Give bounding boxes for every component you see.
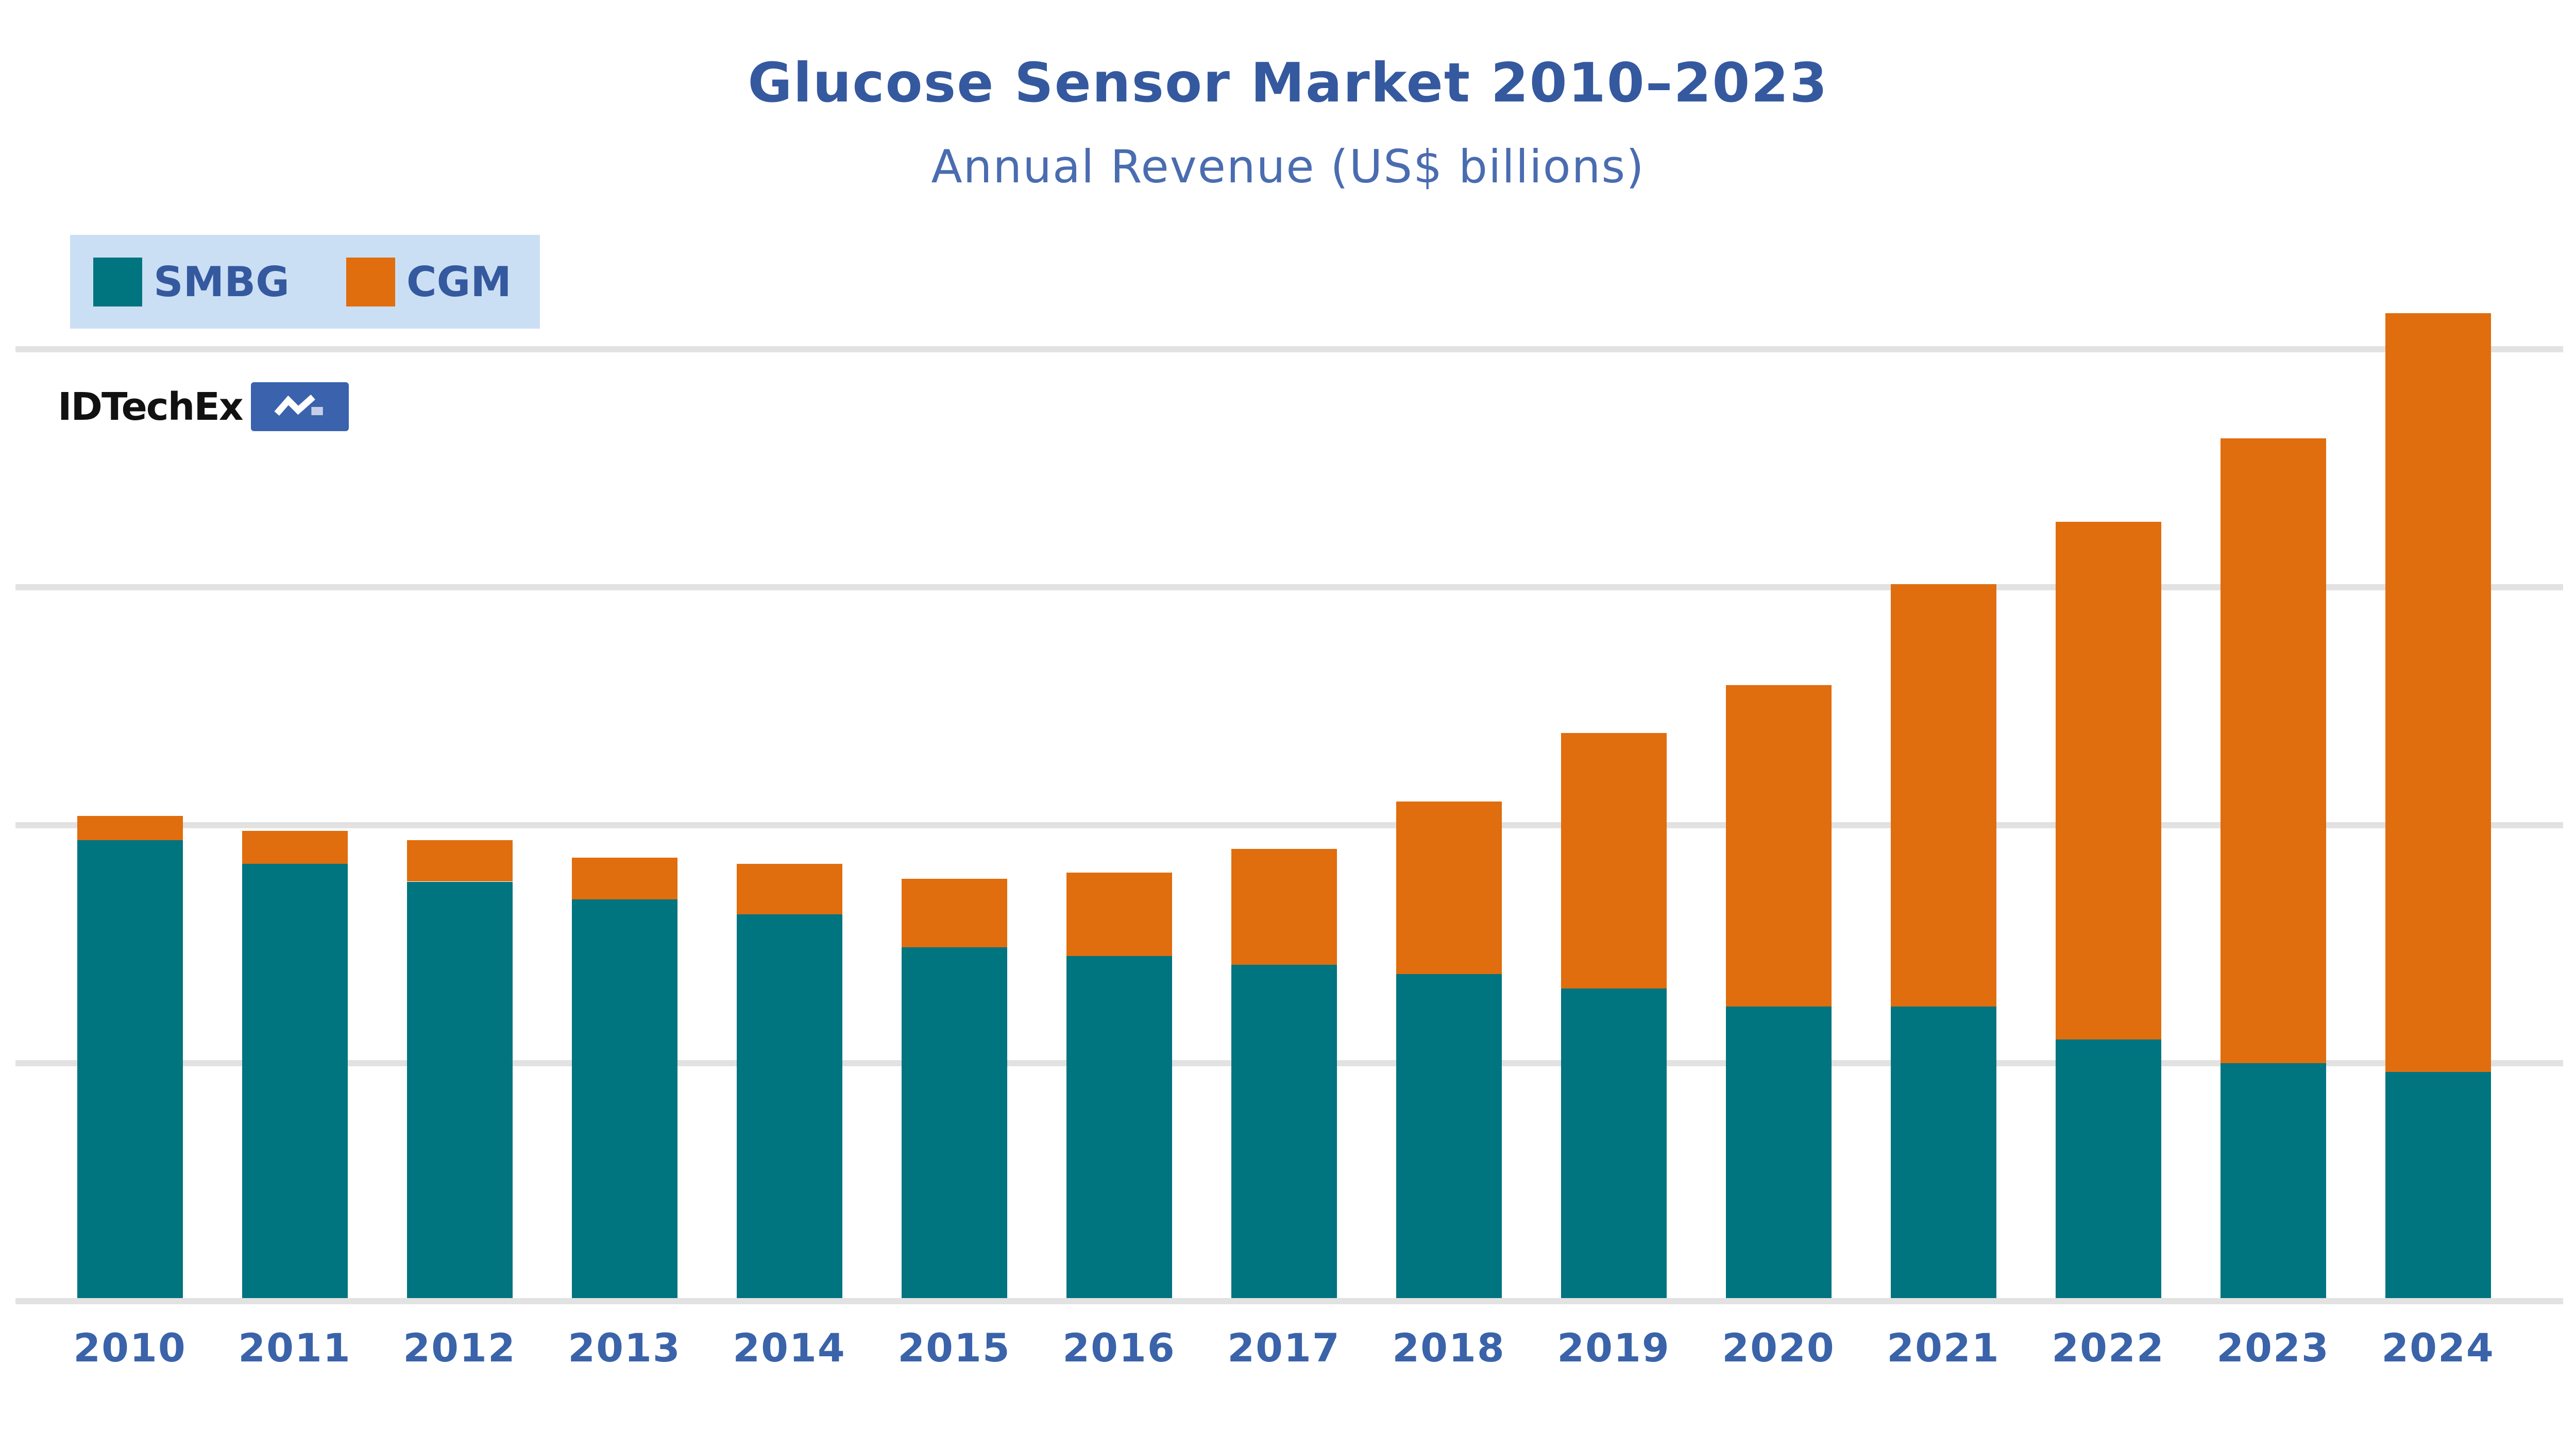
- bar-2012-smbg-segment: [406, 881, 513, 1298]
- cgm-swatch-icon: [346, 257, 395, 306]
- gridline-y-16: [15, 346, 2563, 352]
- x-axis-label-2020: 2020: [1722, 1325, 1835, 1371]
- x-axis-label-2019: 2019: [1557, 1325, 1670, 1371]
- legend-label-smbg: SMBG: [154, 258, 290, 306]
- x-axis-label-2024: 2024: [2381, 1325, 2495, 1371]
- x-axis-label-2015: 2015: [897, 1325, 1011, 1371]
- x-axis-label-2022: 2022: [2052, 1325, 2165, 1371]
- logo-glyph-icon: [274, 394, 323, 416]
- x-axis-label-2014: 2014: [733, 1325, 846, 1371]
- bar-2020-smbg-segment: [1725, 1007, 1832, 1298]
- x-axis-label-2023: 2023: [2216, 1325, 2330, 1371]
- bar-2013-cgm-segment: [571, 858, 677, 900]
- bar-2022-cgm-segment: [2055, 521, 2161, 1039]
- gridline-y-12: [15, 584, 2563, 590]
- x-axis-label-2013: 2013: [568, 1325, 681, 1371]
- legend-label-cgm: CGM: [406, 258, 512, 306]
- bar-2010-cgm-segment: [77, 816, 183, 840]
- idtechex-logo-mark: [250, 382, 349, 431]
- x-axis-label-2016: 2016: [1062, 1325, 1176, 1371]
- bar-2018-cgm-segment: [1396, 801, 1502, 974]
- bar-2018-smbg-segment: [1396, 974, 1502, 1298]
- bar-2024-cgm-segment: [2385, 313, 2491, 1072]
- x-axis-label-2018: 2018: [1392, 1325, 1505, 1371]
- smbg-swatch-icon: [93, 257, 142, 306]
- bar-2015-cgm-segment: [901, 878, 1007, 947]
- bar-2023-smbg-segment: [2220, 1063, 2326, 1298]
- bar-2011-cgm-segment: [242, 831, 348, 864]
- bar-2010-smbg-segment: [77, 840, 183, 1298]
- bar-2022-smbg-segment: [2055, 1039, 2161, 1298]
- chart-subtitle: Annual Revenue (US$ billions): [931, 140, 1645, 193]
- legend-item-smbg: SMBG: [93, 257, 290, 306]
- x-axis-label-2012: 2012: [403, 1325, 516, 1371]
- gridline-y-8: [15, 822, 2563, 828]
- bar-2023-cgm-segment: [2220, 438, 2326, 1063]
- x-axis-label-2010: 2010: [73, 1325, 187, 1371]
- bar-2013-smbg-segment: [571, 899, 677, 1298]
- bar-2014-cgm-segment: [736, 863, 842, 915]
- bar-2014-smbg-segment: [736, 914, 842, 1298]
- chart-title: Glucose Sensor Market 2010–2023: [748, 52, 1828, 114]
- x-axis-label-2017: 2017: [1227, 1325, 1341, 1371]
- idtechex-logo-text: IDTechEx: [58, 384, 244, 429]
- bar-2016-cgm-segment: [1066, 873, 1172, 956]
- gridline-y-0: [15, 1298, 2563, 1304]
- bar-2019-cgm-segment: [1561, 732, 1667, 989]
- bar-2012-cgm-segment: [406, 840, 513, 882]
- bar-2021-smbg-segment: [1890, 1007, 1996, 1298]
- bar-2011-smbg-segment: [242, 863, 348, 1298]
- bar-2019-smbg-segment: [1561, 988, 1667, 1298]
- bar-2016-smbg-segment: [1066, 956, 1172, 1298]
- bar-2017-smbg-segment: [1231, 965, 1337, 1298]
- legend: SMBG CGM: [70, 235, 540, 329]
- bar-2020-cgm-segment: [1725, 685, 1832, 1007]
- x-axis-label-2011: 2011: [238, 1325, 351, 1371]
- idtechex-logo: IDTechEx: [58, 382, 349, 431]
- bar-2015-smbg-segment: [901, 947, 1007, 1298]
- bar-2021-cgm-segment: [1890, 584, 1996, 1007]
- bar-2017-cgm-segment: [1231, 848, 1337, 965]
- bar-2024-smbg-segment: [2385, 1072, 2491, 1298]
- x-axis-label-2021: 2021: [1887, 1325, 2000, 1371]
- legend-item-cgm: CGM: [346, 257, 512, 306]
